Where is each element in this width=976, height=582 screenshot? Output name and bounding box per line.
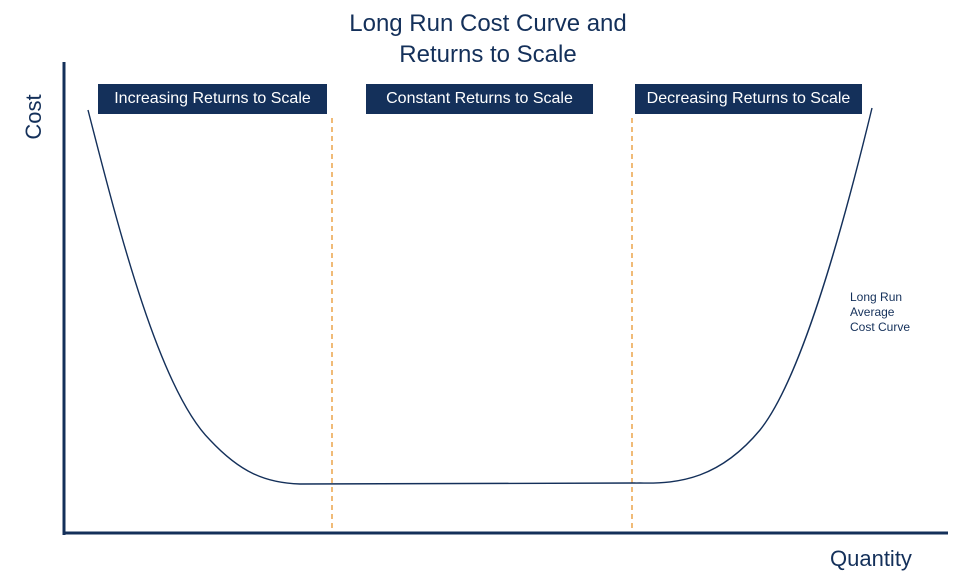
curve-annotation: Long Run Average Cost Curve (850, 290, 910, 335)
badge-increasing-returns: Increasing Returns to Scale (98, 84, 327, 114)
annotation-line-3: Cost Curve (850, 320, 911, 334)
chart-title: Long Run Cost Curve and Returns to Scale (0, 8, 976, 70)
lrac-curve (87, 107, 873, 485)
chart-title-line-2: Returns to Scale (399, 41, 577, 68)
annotation-line-2: Average (850, 305, 895, 319)
badge-decreasing-returns: Decreasing Returns to Scale (635, 84, 862, 114)
annotation-line-1: Long Run (850, 290, 903, 304)
y-axis-label: Cost (21, 92, 46, 142)
badge-constant-returns: Constant Returns to Scale (366, 84, 593, 114)
chart-title-line-1: Long Run Cost Curve and (349, 10, 627, 37)
y-axis-label-text: Cost (21, 94, 46, 140)
x-axis-label: Quantity (830, 546, 912, 571)
